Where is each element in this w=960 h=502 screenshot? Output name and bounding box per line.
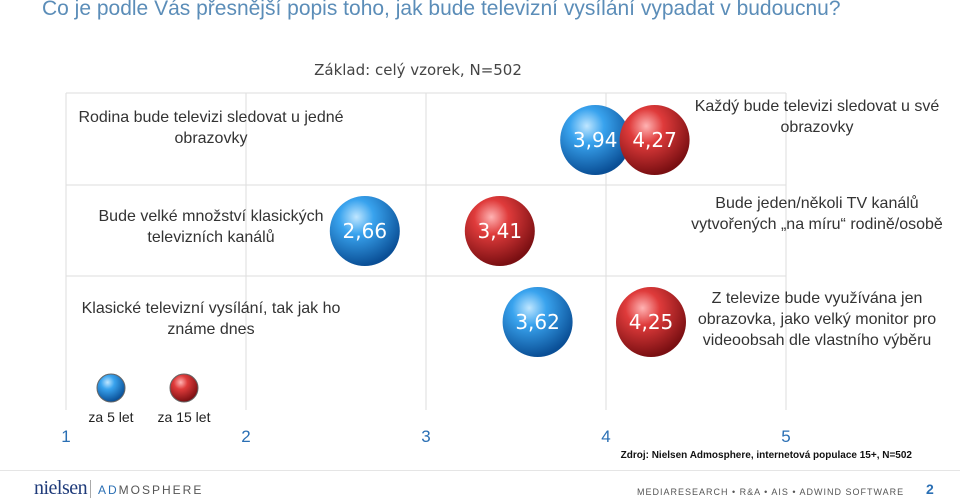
legend-label-2: za 15 let — [158, 409, 211, 425]
x-axis-ticks: 1 2 3 4 5 — [61, 427, 790, 446]
bubble-row2-za-5-let — [329, 196, 400, 266]
bubble-label-row1-2: 4,27 — [632, 128, 677, 152]
bubble-row3-za-5-let — [502, 287, 573, 357]
x-tick-5: 5 — [781, 427, 790, 446]
page-title: Co je podle Vás přesnější popis toho, ja… — [42, 0, 841, 20]
bubble-label-row1-1: 3,94 — [573, 128, 618, 152]
legend-marker-2 — [169, 373, 199, 403]
bubble-row1-za-5-let — [560, 105, 631, 175]
x-tick-2: 2 — [241, 427, 250, 446]
x-tick-3: 3 — [421, 427, 430, 446]
legend-label-1: za 5 let — [88, 409, 133, 425]
footer-services: MEDIARESEARCH • R&A • AIS • ADWIND SOFTW… — [637, 487, 905, 497]
page-number: 2 — [926, 481, 934, 497]
source-note: Zdroj: Nielsen Admosphere, internetová p… — [620, 450, 912, 461]
bubble-label-row2-1: 2,66 — [343, 219, 388, 243]
bubble-label-row2-2: 3,41 — [478, 219, 523, 243]
row-1-left-label: Rodina bude televizi sledovat u jedné ob… — [78, 109, 344, 147]
admosphere-logo-prefix: AD — [98, 483, 119, 497]
row-2-left-label: Bude velké množství klasických televizní… — [98, 208, 324, 246]
bubble-label-row3-2: 4,25 — [629, 310, 674, 334]
footer: nielsen ADMOSPHERE MEDIARESEARCH • R&A •… — [0, 470, 960, 502]
chart-subtitle: Základ: celý vzorek, N=502 — [314, 61, 522, 79]
bubble-row1-za-15-let — [619, 105, 690, 175]
row-1-right-label: Každý bude televizi sledovat u své obraz… — [694, 98, 940, 136]
legend-marker-1 — [96, 373, 126, 403]
chart-bubbles: 3,94 4,27 2,66 3,41 3,62 4,25 — [329, 105, 690, 357]
bubble-row2-za-15-let — [464, 196, 535, 266]
x-tick-1: 1 — [61, 427, 70, 446]
nielsen-logo: nielsen — [34, 477, 88, 499]
bubble-label-row3-1: 3,62 — [515, 310, 560, 334]
chart-legend: za 5 let za 15 let — [88, 373, 211, 425]
logo-divider — [90, 480, 91, 498]
bubble-row3-za-15-let — [616, 287, 686, 357]
row-3-right-label: Z televize bude využívána jen obrazovka,… — [697, 290, 937, 349]
admosphere-logo-suffix: MOSPHERE — [118, 483, 204, 497]
x-tick-4: 4 — [601, 427, 610, 446]
chart-grid — [65, 92, 787, 410]
row-3-left-label: Klasické televizní vysílání, tak jak ho … — [81, 300, 341, 338]
admosphere-logo: ADMOSPHERE — [98, 483, 203, 497]
row-2-right-label: Bude jeden/několi TV kanálů vytvořených … — [691, 195, 943, 233]
